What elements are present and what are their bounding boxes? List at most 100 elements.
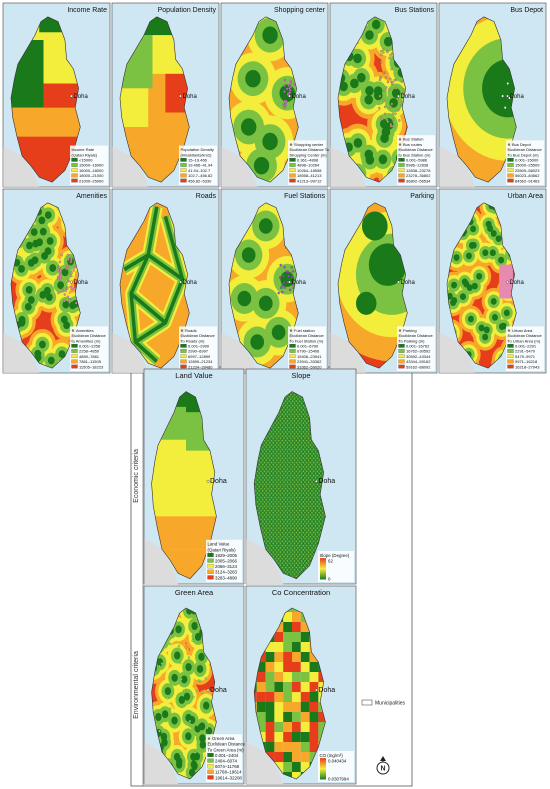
qatar-outline <box>338 17 407 182</box>
zone <box>27 296 35 304</box>
legend-title: Euclidean Distance To <box>290 147 330 152</box>
legend-title: To Roads (m) <box>181 338 206 343</box>
facility <box>66 295 70 299</box>
legend-item: 36802–56534 <box>406 178 431 183</box>
zone <box>490 230 497 237</box>
city-dot <box>314 688 318 692</box>
zone <box>262 26 278 44</box>
facility <box>385 118 389 122</box>
facility <box>70 274 73 278</box>
zone <box>191 622 198 631</box>
legend-symbol <box>398 143 402 146</box>
north-arrow: N <box>376 756 390 775</box>
zone <box>450 299 457 307</box>
zone <box>39 227 47 236</box>
legend-swatch <box>71 173 78 178</box>
city-dot <box>179 94 182 98</box>
facility <box>389 54 392 57</box>
legend-title: To Fuel Station (m) <box>290 338 324 343</box>
facility <box>63 299 66 303</box>
co-cell <box>309 692 319 702</box>
facility <box>283 286 286 289</box>
zone <box>175 625 182 634</box>
facility <box>380 50 383 53</box>
facility <box>180 678 183 681</box>
co-cell <box>274 732 284 742</box>
legend-swatch <box>289 168 296 173</box>
zone <box>365 85 374 96</box>
facility <box>290 275 294 278</box>
legend-symbol-label: Bus Station <box>403 137 423 142</box>
facility <box>59 269 62 273</box>
city-label: Doha <box>318 478 335 485</box>
co-cell <box>256 712 266 722</box>
facility <box>287 270 290 274</box>
facility <box>385 86 388 89</box>
legend-item: 0.001–15000 <box>515 158 539 163</box>
zone <box>178 695 186 704</box>
zone <box>482 59 517 118</box>
facility <box>382 48 385 51</box>
legend-swatch <box>289 354 296 359</box>
legend-swatch <box>289 158 296 162</box>
co-cell <box>265 702 275 712</box>
co-cell <box>292 762 301 772</box>
legend-symbol-label: Shopping center <box>294 142 324 147</box>
facility <box>390 67 393 71</box>
qatar-outline <box>120 17 189 182</box>
legend-swatch <box>180 364 187 369</box>
legend-title: To Urban Area (m) <box>508 338 541 343</box>
co-cell <box>283 702 292 712</box>
zone <box>250 334 265 350</box>
zone <box>459 293 466 300</box>
zone <box>10 107 81 137</box>
zone <box>339 81 348 92</box>
legend-swatch <box>71 354 78 359</box>
legend-item: 456.82–5330 <box>188 178 212 183</box>
co-cell <box>300 652 310 662</box>
co-cell <box>300 662 310 672</box>
legend-item: 2005–2066 <box>215 559 238 564</box>
legend-symbol <box>289 143 293 146</box>
facility <box>282 104 285 107</box>
co-cell <box>274 662 284 672</box>
city-dot <box>397 94 400 98</box>
zone <box>451 281 458 289</box>
facility <box>74 301 78 305</box>
legend-title: CO (mg/m³) <box>320 753 344 758</box>
facility <box>388 87 391 91</box>
co-cell <box>318 712 326 722</box>
zone <box>24 302 32 311</box>
facility <box>390 52 393 55</box>
city-label: Doha <box>73 94 88 100</box>
co-cell <box>300 742 310 752</box>
legend-swatch <box>289 173 296 178</box>
facility <box>57 268 60 272</box>
zone <box>471 282 478 290</box>
zone <box>483 326 490 334</box>
legend-title: Slope (Degree) <box>320 553 350 558</box>
co-cell <box>292 642 301 652</box>
zone <box>160 732 168 741</box>
co-cell <box>292 612 301 622</box>
facility <box>389 125 393 128</box>
legend-item: 23278–36802 <box>406 173 431 178</box>
legend-title: Euclidean Distance <box>399 333 434 338</box>
panel-title: Slope <box>291 371 310 380</box>
facility <box>280 286 283 290</box>
legend-swatch <box>507 173 514 178</box>
map-panel: Doha Population Density Population Density… <box>111 2 220 188</box>
zone <box>39 340 46 349</box>
facility <box>386 80 390 84</box>
legend-box <box>179 326 217 371</box>
facility <box>64 289 67 293</box>
qatar-outline <box>447 203 516 368</box>
co-cell <box>318 682 326 692</box>
legend-item: 2404–6074 <box>215 759 238 764</box>
co-cell <box>274 702 284 712</box>
legend-item: 9971–16218 <box>515 359 538 364</box>
facility <box>278 276 282 279</box>
